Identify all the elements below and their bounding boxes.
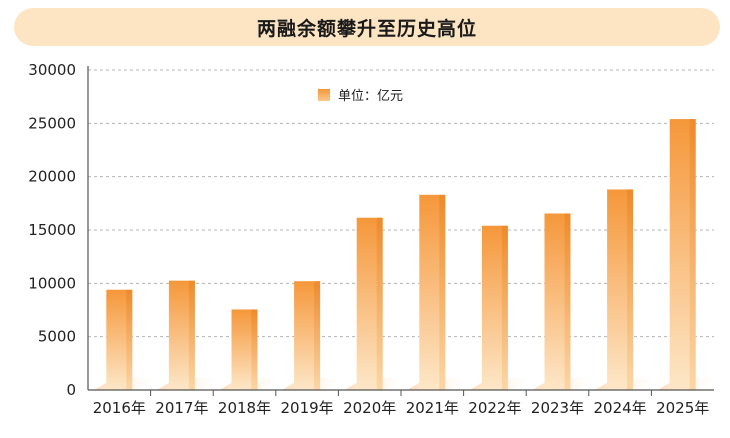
y-tick-label: 10000 — [28, 274, 76, 292]
bar-side — [501, 225, 508, 390]
x-tick-label: 2023年 — [531, 399, 584, 417]
bar-side — [689, 119, 696, 391]
x-tick-label: 2021年 — [406, 399, 459, 417]
bar-side — [376, 217, 383, 390]
y-tick-label: 5000 — [38, 328, 76, 346]
y-tick-label: 25000 — [28, 114, 76, 132]
title-banner: 两融余额攀升至历史高位 — [14, 8, 720, 46]
x-tick-label: 2016年 — [93, 399, 146, 417]
bar-side — [126, 289, 133, 390]
x-tick-label: 2018年 — [218, 399, 271, 417]
bar-side — [627, 189, 634, 390]
bars — [106, 119, 696, 391]
chart-title: 两融余额攀升至历史高位 — [256, 17, 477, 40]
x-tick-label: 2025年 — [656, 399, 709, 417]
y-tick-label: 15000 — [28, 221, 76, 239]
bar-side — [251, 309, 258, 390]
x-tick-label: 2022年 — [468, 399, 521, 417]
x-tick-label: 2024年 — [594, 399, 647, 417]
bar-side — [314, 281, 321, 390]
legend-swatch — [318, 89, 330, 101]
legend: 单位：亿元 — [318, 89, 403, 104]
bar-side — [564, 213, 571, 390]
bar-side — [439, 194, 446, 390]
x-tick-label: 2019年 — [281, 399, 334, 417]
x-tick-label: 2017年 — [155, 399, 208, 417]
y-tick-label: 20000 — [28, 168, 76, 186]
bar-side — [188, 280, 195, 390]
y-tick-label: 0 — [66, 381, 76, 399]
y-tick-label: 30000 — [28, 61, 76, 79]
x-tick-label: 2020年 — [343, 399, 396, 417]
legend-label: 单位：亿元 — [338, 89, 403, 104]
axes: 0 5000 10000 15000 20000 25000 30000 2016年 2017年… — [28, 61, 714, 417]
